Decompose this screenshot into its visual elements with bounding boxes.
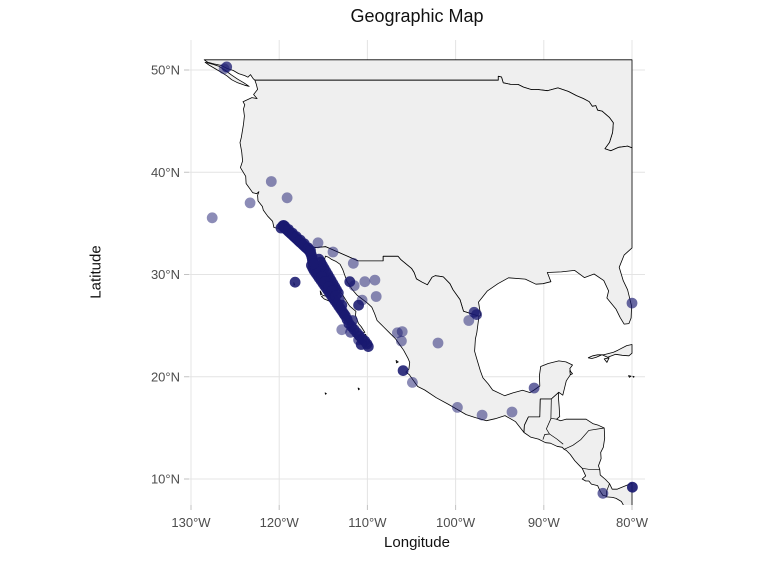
- x-tick-label: 120°W: [260, 515, 300, 530]
- land-socorro: [357, 387, 360, 391]
- data-point: [463, 315, 475, 326]
- border-guatemala-elsalvador: [542, 433, 550, 440]
- land-clarion: [324, 392, 327, 395]
- data-point: [471, 309, 482, 320]
- border-belize-guatemala: [550, 398, 557, 420]
- data-point: [432, 337, 444, 349]
- data-point: [452, 402, 463, 413]
- data-point: [506, 406, 518, 418]
- data-point: [353, 299, 364, 311]
- x-tick-label: 90°W: [528, 515, 561, 530]
- y-tick-label: 10°N: [151, 472, 180, 487]
- data-point: [345, 326, 356, 338]
- data-point: [336, 324, 348, 336]
- border-guatemala-honduras: [546, 418, 552, 435]
- data-point: [344, 276, 356, 288]
- land-cayman-1: [628, 375, 632, 378]
- data-point: [407, 377, 418, 388]
- data-point: [528, 382, 540, 394]
- land-cozumel: [569, 370, 573, 376]
- plot-title: Geographic Map: [350, 6, 484, 26]
- land-cayman-2: [632, 375, 635, 378]
- points-layer: [206, 61, 638, 499]
- x-axis-title: Longitude: [384, 534, 450, 551]
- border-nicaragua-costarica: [582, 467, 600, 471]
- data-point: [206, 212, 218, 224]
- land-tres-marias: [395, 360, 399, 364]
- data-point: [305, 245, 316, 256]
- y-tick-label: 20°N: [151, 369, 180, 384]
- land-cedros: [319, 290, 323, 296]
- data-point: [626, 297, 638, 309]
- data-point: [370, 291, 382, 302]
- data-point: [218, 63, 230, 75]
- data-point: [359, 276, 371, 288]
- data-point: [312, 237, 324, 249]
- data-point: [244, 197, 256, 209]
- data-point: [327, 246, 339, 258]
- data-point: [336, 299, 348, 311]
- land-cuba: [587, 344, 633, 359]
- data-point: [281, 192, 293, 204]
- data-point: [369, 274, 381, 286]
- data-point: [627, 481, 638, 493]
- axis-layer: 50°N 40°N 30°N 20°N 10°N 130°W 120°W 110°W 100°W…: [151, 63, 649, 531]
- data-point: [396, 326, 408, 337]
- x-tick-label: 80°W: [616, 515, 649, 530]
- x-tick-label: 110°W: [348, 515, 387, 530]
- data-point: [396, 335, 407, 347]
- land-layer: [203, 59, 635, 505]
- x-tick-label: 130°W: [171, 515, 211, 530]
- y-tick-label: 40°N: [151, 165, 180, 180]
- data-point: [353, 334, 364, 346]
- land-isla-juventud: [603, 357, 610, 363]
- land-usa: [239, 75, 633, 325]
- data-point: [397, 365, 409, 376]
- y-tick-label: 30°N: [151, 267, 180, 282]
- land-central-america: [523, 391, 633, 505]
- data-point: [308, 258, 319, 270]
- x-tick-label: 100°W: [436, 515, 476, 530]
- data-point: [265, 176, 277, 187]
- data-point: [597, 487, 609, 499]
- data-point: [476, 409, 488, 421]
- y-tick-label: 50°N: [151, 63, 180, 78]
- data-point: [347, 257, 359, 269]
- border-honduras-nicaragua: [563, 427, 605, 450]
- data-point: [289, 276, 301, 288]
- border-honduras-elsalvador: [549, 433, 564, 445]
